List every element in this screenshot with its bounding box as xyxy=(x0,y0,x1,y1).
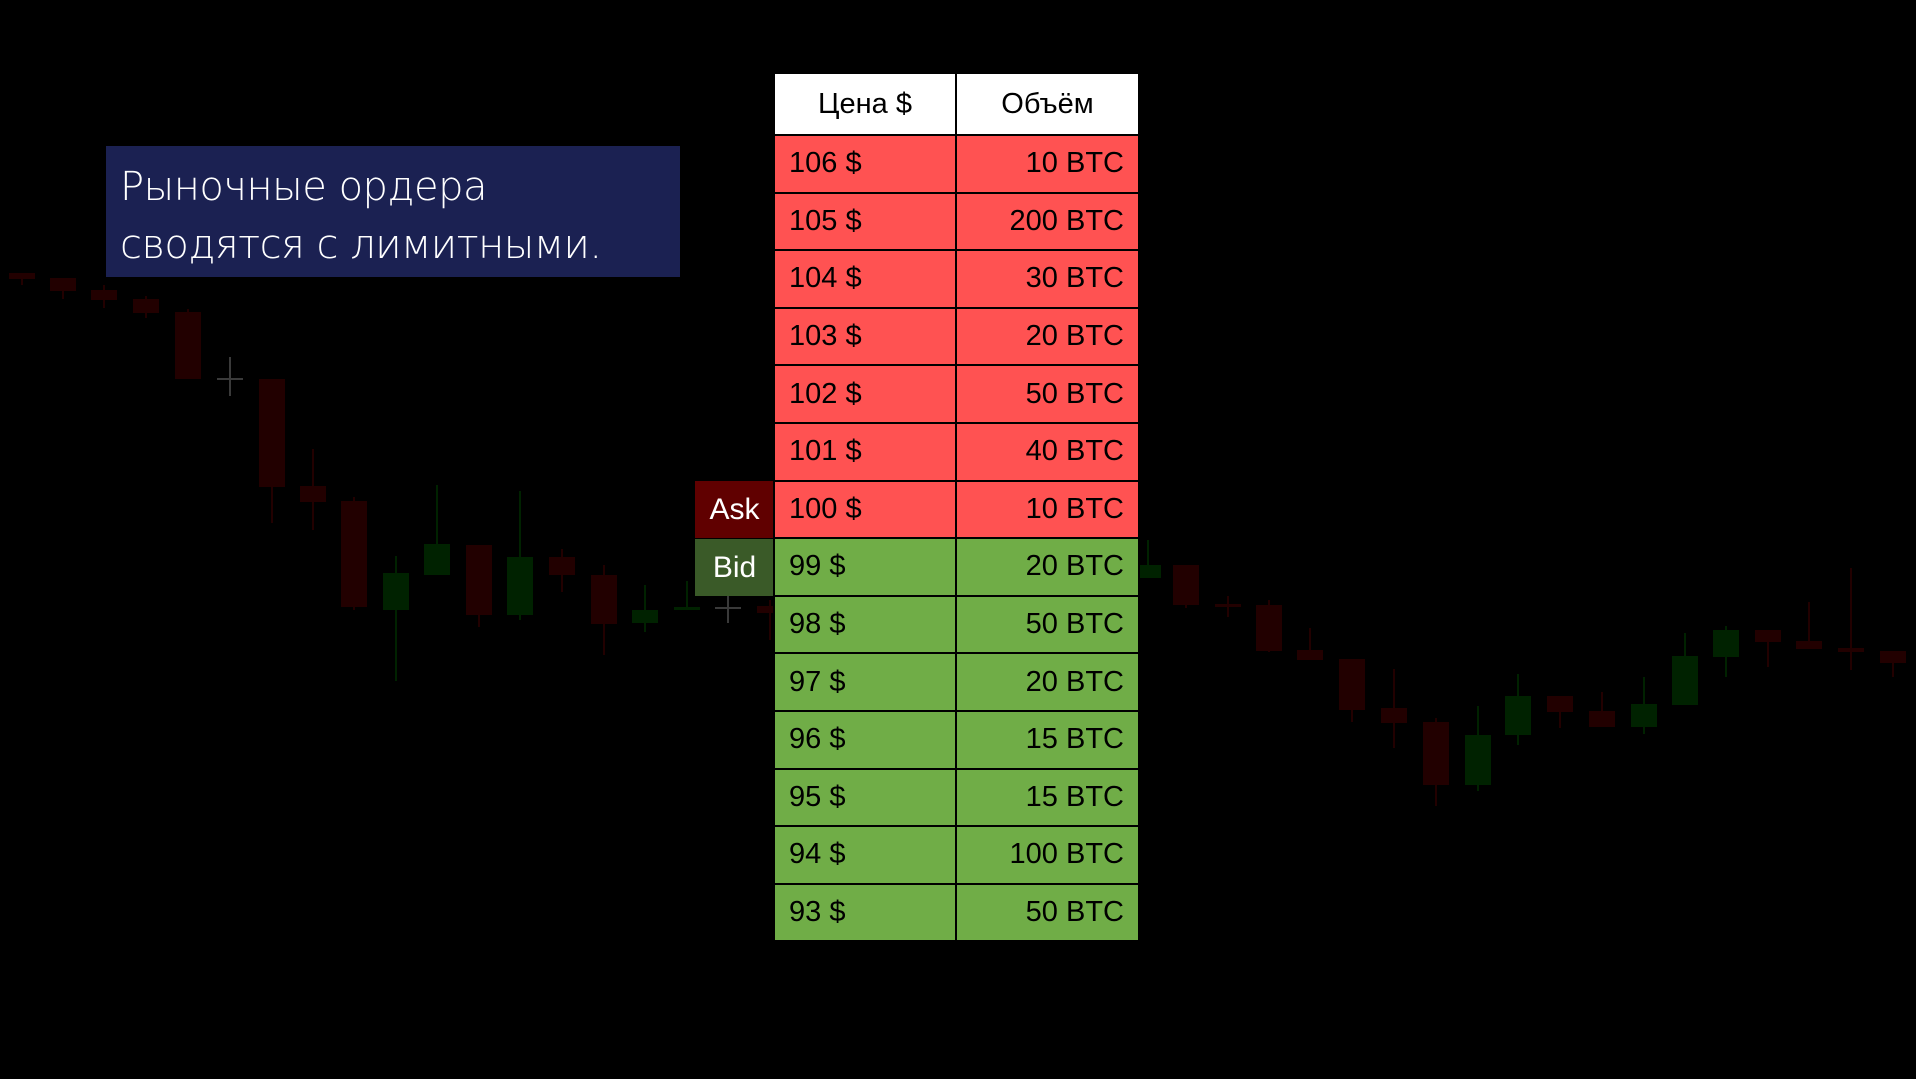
candlestick xyxy=(1505,674,1531,745)
candlestick xyxy=(50,278,76,299)
candlestick xyxy=(1796,602,1822,649)
ask-price: 104 $ xyxy=(773,249,957,309)
bid-row: 93 $ 50 BTC xyxy=(773,882,1140,943)
volume-column-header: Объём xyxy=(955,72,1140,136)
bid-row: 96 $ 15 BTC xyxy=(773,709,1140,770)
title-line-1: Рыночные ордера xyxy=(120,164,488,210)
ask-row: 104 $ 30 BTC xyxy=(773,249,1140,309)
candlestick xyxy=(674,581,700,610)
candlestick xyxy=(1173,565,1199,608)
bid-label: Bid xyxy=(695,539,774,596)
ask-price: 103 $ xyxy=(773,306,957,367)
bid-price: 94 $ xyxy=(773,825,957,885)
bid-volume: 15 BTC xyxy=(955,709,1140,770)
candlestick xyxy=(757,600,783,640)
bid-volume: 20 BTC xyxy=(955,537,1140,597)
bid-row: 98 $ 50 BTC xyxy=(773,594,1140,655)
ask-volume: 30 BTC xyxy=(955,249,1140,309)
candlestick xyxy=(424,485,450,575)
candlestick xyxy=(259,379,285,523)
ask-volume: 10 BTC xyxy=(955,479,1140,540)
bid-volume: 50 BTC xyxy=(955,594,1140,655)
ask-volume: 200 BTC xyxy=(955,191,1140,252)
order-book-header-row: Цена $ Объём xyxy=(773,72,1140,136)
candlestick xyxy=(91,285,117,308)
bid-volume: 50 BTC xyxy=(955,882,1140,943)
candlestick xyxy=(1713,626,1739,677)
candlestick xyxy=(1381,669,1407,748)
candlestick xyxy=(383,556,409,681)
best-ask-row: 100 $ 10 BTC xyxy=(773,479,1140,540)
candlestick xyxy=(1297,628,1323,660)
bid-volume: 20 BTC xyxy=(955,652,1140,712)
candlestick xyxy=(133,296,159,318)
candlestick xyxy=(1880,651,1906,677)
candlestick xyxy=(1589,692,1615,727)
candlestick xyxy=(1339,659,1365,722)
ask-row: 105 $ 200 BTC xyxy=(773,191,1140,252)
candlestick xyxy=(9,273,35,285)
bid-price: 93 $ xyxy=(773,882,957,943)
ask-price: 101 $ xyxy=(773,421,957,482)
ask-price: 106 $ xyxy=(773,134,957,194)
ask-volume: 50 BTC xyxy=(955,364,1140,424)
candlestick xyxy=(1547,696,1573,728)
ask-row: 106 $ 10 BTC xyxy=(773,134,1140,194)
ask-volume: 20 BTC xyxy=(955,306,1140,367)
bid-price: 97 $ xyxy=(773,652,957,712)
ask-volume: 40 BTC xyxy=(955,421,1140,482)
candlestick xyxy=(591,565,617,655)
price-column-header: Цена $ xyxy=(773,72,957,136)
candlestick xyxy=(1215,596,1241,617)
ask-price: 100 $ xyxy=(773,479,957,540)
bid-volume: 100 BTC xyxy=(955,825,1140,885)
candlestick xyxy=(1672,633,1698,705)
ask-volume: 10 BTC xyxy=(955,134,1140,194)
order-book-table: Цена $ Объём 106 $ 10 BTC 105 $ 200 BTC … xyxy=(773,72,1140,943)
bid-price: 96 $ xyxy=(773,709,957,770)
bid-row: 95 $ 15 BTC xyxy=(773,767,1140,828)
candlestick xyxy=(632,585,658,632)
candlestick xyxy=(715,592,741,623)
candlestick xyxy=(175,309,201,379)
candlestick xyxy=(507,491,533,620)
slide-title-box: Рыночные ордера сводятся с лимитными. xyxy=(106,146,680,277)
bid-price: 99 $ xyxy=(773,537,957,597)
bid-price: 98 $ xyxy=(773,594,957,655)
candlestick xyxy=(466,545,492,627)
candlestick xyxy=(1631,677,1657,734)
candlestick xyxy=(1135,540,1161,578)
bid-row: 94 $ 100 BTC xyxy=(773,825,1140,885)
ask-row: 103 $ 20 BTC xyxy=(773,306,1140,367)
bid-price: 95 $ xyxy=(773,767,957,828)
ask-label: Ask xyxy=(695,481,774,538)
candlestick xyxy=(217,357,243,396)
candlestick xyxy=(1423,718,1449,806)
title-line-2: сводятся с лимитными. xyxy=(120,222,602,268)
candlestick xyxy=(341,497,367,610)
ask-row: 102 $ 50 BTC xyxy=(773,364,1140,424)
ask-row: 101 $ 40 BTC xyxy=(773,421,1140,482)
candlestick xyxy=(1256,600,1282,652)
candlestick xyxy=(1465,706,1491,791)
ask-price: 102 $ xyxy=(773,364,957,424)
best-bid-row: 99 $ 20 BTC xyxy=(773,537,1140,597)
bid-row: 97 $ 20 BTC xyxy=(773,652,1140,712)
bid-volume: 15 BTC xyxy=(955,767,1140,828)
candlestick xyxy=(1755,630,1781,667)
candlestick xyxy=(549,549,575,592)
candlestick xyxy=(1838,568,1864,670)
ask-price: 105 $ xyxy=(773,191,957,252)
candlestick xyxy=(300,449,326,530)
